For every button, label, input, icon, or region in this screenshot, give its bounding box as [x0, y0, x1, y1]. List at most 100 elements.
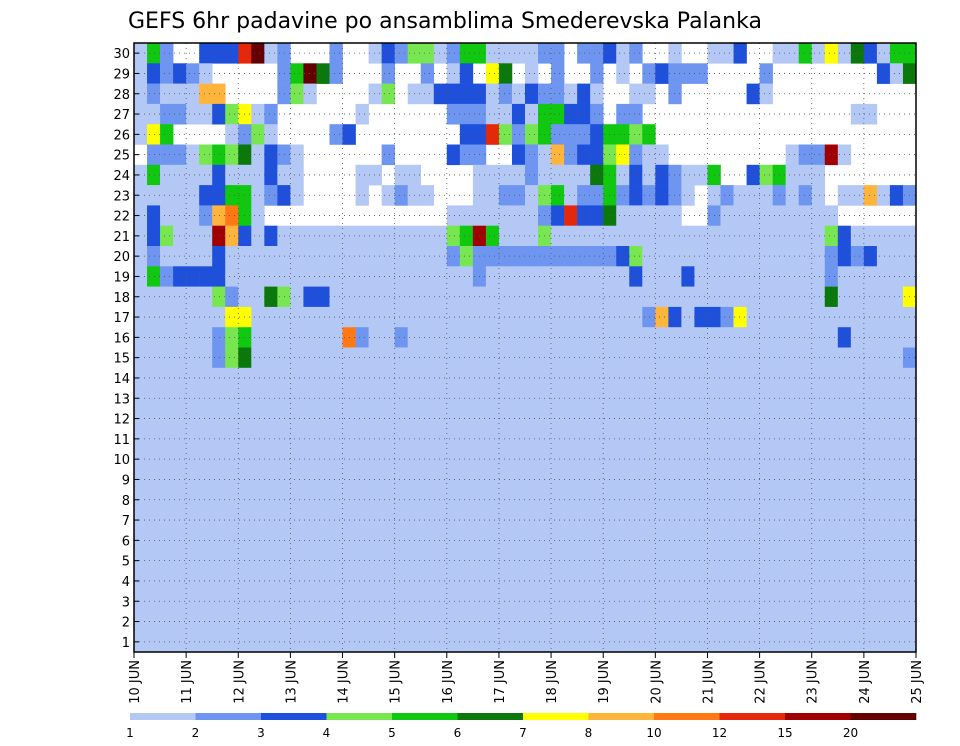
heatmap-cell [720, 367, 734, 389]
heatmap-cell [798, 347, 813, 369]
heatmap-cell [446, 631, 461, 653]
heatmap-cell [459, 631, 474, 653]
heatmap-cell [433, 225, 448, 247]
heatmap-cell [876, 530, 891, 551]
heatmap-cell [876, 266, 891, 287]
heatmap-cell [785, 408, 799, 429]
heatmap-cell [433, 489, 448, 511]
heatmap-cell [290, 327, 304, 348]
heatmap-cell [303, 570, 317, 592]
heatmap-cell [511, 327, 526, 348]
heatmap-cell [746, 306, 760, 328]
heatmap-cell [668, 43, 682, 64]
heatmap-cell [759, 83, 773, 105]
heatmap-cell [355, 164, 369, 186]
heatmap-cell [264, 611, 278, 632]
heatmap-cell [694, 611, 708, 632]
heatmap-cell [746, 347, 760, 369]
heatmap-cell [160, 489, 174, 511]
heatmap-cell [251, 428, 265, 450]
heatmap-cell [485, 103, 500, 125]
heatmap-cell [824, 246, 839, 267]
heatmap-cell [590, 367, 604, 389]
heatmap-cell [303, 408, 317, 429]
heatmap-cell [498, 347, 513, 369]
heatmap-cell [199, 144, 213, 166]
heatmap-cell [303, 63, 317, 84]
heatmap-cell [629, 367, 643, 389]
heatmap-cell [498, 286, 513, 308]
heatmap-cell [186, 408, 200, 429]
heatmap-cell [225, 43, 239, 64]
heatmap-cell [134, 449, 148, 470]
heatmap-cell [720, 43, 734, 64]
heatmap-cell [798, 144, 813, 166]
heatmap-cell [733, 550, 747, 572]
heatmap-cell [160, 63, 174, 84]
heatmap-cell [824, 611, 839, 632]
heatmap-cell [733, 611, 747, 632]
heatmap-cell [316, 388, 330, 409]
heatmap-cell [368, 327, 382, 348]
heatmap-cell [746, 388, 760, 409]
heatmap-cell [446, 530, 461, 551]
heatmap-cell [199, 63, 213, 84]
heatmap-cell [525, 225, 539, 247]
heatmap-cell [720, 205, 734, 226]
heatmap-cell [446, 489, 461, 511]
heatmap-cell [889, 530, 904, 551]
heatmap-cell [212, 570, 226, 592]
heatmap-cell [290, 164, 304, 186]
heatmap-cell [433, 266, 448, 287]
heatmap-cell [551, 327, 565, 348]
heatmap-cell [694, 509, 708, 531]
heatmap-cell [225, 266, 239, 287]
heatmap-cell [511, 611, 526, 632]
heatmap-cell [629, 530, 643, 551]
heatmap-cell [616, 43, 630, 64]
heatmap-cell [420, 509, 435, 531]
heatmap-cell [759, 327, 773, 348]
heatmap-cell [551, 388, 565, 409]
legend-label: 5 [388, 726, 396, 740]
heatmap-cell [433, 509, 448, 531]
heatmap-cell [551, 530, 565, 551]
legend-label: 3 [257, 726, 265, 740]
heatmap-cell [251, 367, 265, 389]
heatmap-cell [642, 83, 656, 105]
heatmap-cell [889, 489, 904, 511]
heatmap-cell [525, 530, 539, 551]
heatmap-cell [459, 286, 474, 308]
heatmap-cell [642, 306, 656, 328]
heatmap-cell [290, 225, 304, 247]
heatmap-cell [329, 631, 343, 653]
heatmap-cell [264, 388, 278, 409]
heatmap-cell [290, 611, 304, 632]
heatmap-cell [212, 428, 226, 450]
heatmap-cell [433, 631, 448, 653]
heatmap-cell [394, 469, 408, 490]
heatmap-cell [199, 83, 213, 105]
heatmap-cell [876, 43, 891, 64]
heatmap-cell [551, 164, 565, 186]
heatmap-cell [655, 327, 669, 348]
heatmap-cell [498, 83, 513, 105]
heatmap-cell [160, 225, 174, 247]
heatmap-cell [303, 509, 317, 531]
heatmap-cell [590, 83, 604, 105]
heatmap-cell [316, 408, 330, 429]
heatmap-cell [485, 631, 500, 653]
heatmap-cell [863, 388, 878, 409]
heatmap-cell [498, 367, 513, 389]
heatmap-cell [485, 185, 500, 206]
heatmap-cell [147, 144, 161, 166]
heatmap-cell [616, 611, 630, 632]
heatmap-cell [212, 509, 226, 531]
heatmap-cell [394, 306, 408, 328]
heatmap-cell [212, 246, 226, 267]
heatmap-cell [212, 347, 226, 369]
heatmap-cell [498, 591, 513, 612]
heatmap-cell [134, 225, 148, 247]
heatmap-cell [551, 428, 565, 450]
